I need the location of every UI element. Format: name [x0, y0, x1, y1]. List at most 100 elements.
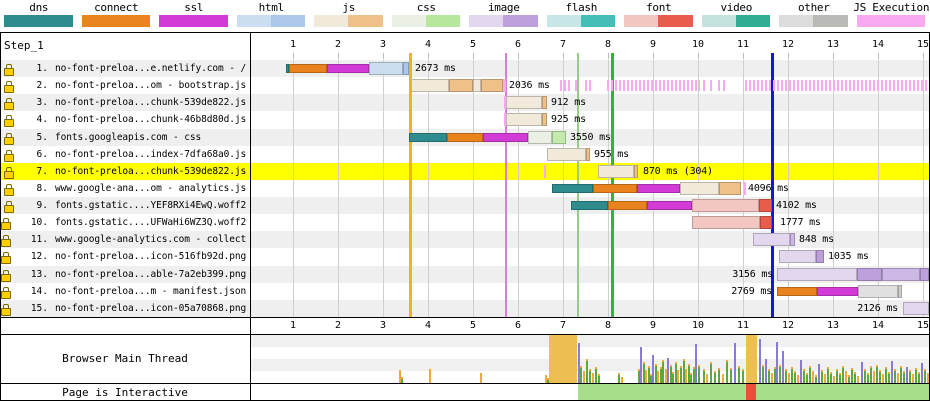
main-thread-spike	[785, 369, 787, 383]
panel-border	[250, 32, 251, 401]
lock-icon	[4, 64, 14, 76]
request-url-label: no-font-preloa...index-7dfa68a0.js	[55, 148, 247, 160]
legend-item-image: image	[465, 0, 543, 30]
request-number: 14.	[30, 285, 48, 297]
waterfall-bar-font-l	[692, 199, 759, 213]
request-row[interactable]: 9. fonts.gstatic....YEF8RXi4EwQ.woff2 4102…	[0, 197, 930, 214]
scale-tick	[833, 53, 834, 59]
request-url-label: no-font-preloa...icon-05a70868.png	[55, 302, 247, 314]
main-thread-spike	[652, 355, 654, 383]
request-row[interactable]: 14. no-font-preloa...m - manifest.json 276…	[0, 283, 930, 300]
request-row[interactable]: 2. no-font-preloa...om - bootstrap.js 2036…	[0, 77, 930, 94]
row-stripe	[1, 162, 929, 180]
timescale-label: 7	[559, 39, 567, 50]
waterfall-bar-img-l	[779, 250, 816, 264]
main-thread-spike	[695, 344, 697, 383]
legend-label: html	[258, 1, 285, 14]
waterfall-bar-connect	[593, 183, 637, 193]
main-thread-spike	[547, 378, 549, 383]
timescale-label: 15	[916, 39, 930, 50]
legend-label: video	[720, 1, 753, 14]
waterfall-bar-js-l	[598, 164, 634, 178]
request-row[interactable]: 4. no-font-preloa...chunk-46b8d80d.js 925 …	[0, 111, 930, 128]
row-stripe	[1, 282, 929, 300]
grid-line	[878, 60, 879, 317]
request-row[interactable]: 10. fonts.gstatic....UFWaHi6WZ3Q.woff2 177…	[0, 214, 930, 231]
request-time-label: 2126 ms	[857, 302, 898, 314]
waterfall-bar-exec	[744, 181, 746, 195]
js-execution-ticks	[607, 80, 700, 92]
waterfall-bar-ssl	[327, 64, 369, 73]
legend-item-dns: dns	[0, 0, 78, 30]
lock-icon	[4, 132, 14, 145]
main-thread-spike	[683, 359, 685, 383]
waterfall-bar-exec	[544, 164, 546, 178]
legend-swatch	[314, 15, 383, 27]
grid-line	[743, 60, 744, 317]
waterfall-bar-img-m	[882, 267, 920, 281]
legend-label: connect	[94, 1, 139, 14]
lock-icon	[1, 303, 11, 316]
waterfall-bar-font-d	[759, 199, 772, 213]
waterfall-bar-dns	[409, 132, 447, 142]
legend-swatch	[779, 15, 848, 27]
main-thread-spike	[680, 366, 682, 383]
request-row[interactable]: 8. www.google-ana...om - analytics.js 4096…	[0, 180, 930, 197]
request-row[interactable]: 6. no-font-preloa...index-7dfa68a0.js 955 …	[0, 146, 930, 163]
waterfall-bar-connect	[608, 201, 647, 211]
legend-item-html: html	[233, 0, 311, 30]
request-row[interactable]: 7. no-font-preloa...chunk-539de822.js 870 …	[0, 163, 930, 180]
main-thread-spike	[401, 377, 403, 383]
lock-icon	[1, 252, 11, 265]
main-thread-spike	[891, 361, 893, 383]
legend-swatch-light	[624, 15, 659, 27]
main-thread-spike	[645, 370, 647, 383]
waterfall-bar-img-l	[777, 267, 857, 281]
timescale-label: 10	[691, 39, 705, 50]
request-row[interactable]: 11. www.google-analytics.com - collect 848…	[0, 231, 930, 248]
scale-tick	[428, 53, 429, 59]
request-row[interactable]: 12. no-font-preloa...icon-516fb92d.png 103…	[0, 248, 930, 265]
timescale-label: 15	[916, 320, 930, 331]
legend-item-font: font	[620, 0, 698, 30]
request-number: 15.	[30, 302, 48, 314]
legend-swatch-color	[4, 15, 73, 27]
timescale-label: 4	[424, 320, 432, 331]
lock-icon	[1, 235, 11, 248]
main-thread-spike	[662, 360, 664, 383]
timescale-label: 1	[289, 39, 297, 50]
waterfall-bar-js-d	[586, 147, 590, 161]
legend-swatch-dark	[348, 15, 383, 27]
timescale-label: 2	[334, 39, 342, 50]
main-thread-spike	[797, 375, 799, 383]
row-stripe	[1, 145, 929, 163]
request-row[interactable]: 3. no-font-preloa...chunk-539de822.js 912 …	[0, 94, 930, 111]
waterfall-bar-css-d	[552, 130, 566, 144]
main-thread-spike	[742, 369, 744, 383]
request-row[interactable]: 1. no-font-preloa...e.netlify.com - / 2673…	[0, 60, 930, 77]
legend-swatch	[4, 15, 73, 27]
grid-line	[518, 60, 519, 317]
request-row[interactable]: 15. no-font-preloa...icon-05a70868.png 212…	[0, 300, 930, 317]
request-url-label: no-font-preloa...chunk-539de822.js	[55, 97, 247, 109]
waterfall-bar-connect	[289, 64, 327, 73]
request-time-label: 925 ms	[551, 114, 586, 126]
js-execution-ticks	[585, 80, 592, 92]
request-url-label: no-font-preloa...icon-516fb92d.png	[55, 251, 247, 263]
row-stripe	[1, 299, 929, 317]
row-stripe	[1, 231, 929, 249]
request-url-label: www.google-analytics.com - collect	[55, 234, 247, 246]
waterfall-bar-js-d	[481, 79, 503, 93]
main-thread-spike	[677, 370, 679, 383]
request-row[interactable]: 5. fonts.googleapis.com - css 3550 ms	[0, 129, 930, 146]
waterfall-bar-js-l	[547, 147, 586, 161]
waterfall-bar-js-d	[542, 113, 547, 127]
main-thread-spike	[688, 364, 690, 383]
scale-tick	[383, 53, 384, 59]
request-row[interactable]: 13. no-font-preloa...able-7a2eb399.png 315…	[0, 266, 930, 283]
legend-item-flash: flash	[543, 0, 621, 30]
request-time-label: 3156 ms	[732, 268, 773, 280]
main-thread-spike	[839, 373, 841, 383]
main-thread-spike	[803, 369, 805, 383]
event-line-on-load	[771, 53, 774, 317]
